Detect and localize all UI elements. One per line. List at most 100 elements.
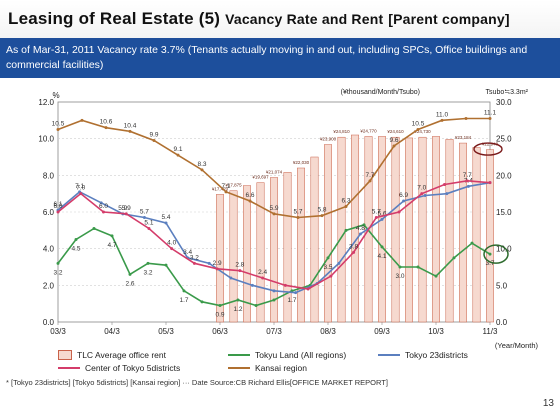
series-point-kansai [104, 126, 108, 130]
series-point-tokyo23 [466, 184, 470, 188]
series-point-tokyo5 [147, 227, 151, 230]
series-data-label: 7.0 [76, 185, 85, 192]
series-data-label: 6.6 [245, 192, 254, 199]
series-data-label: 7.0 [417, 185, 426, 192]
series-point-tokyo23 [99, 201, 103, 205]
x-tick-label: 04/3 [104, 327, 120, 336]
series-point-tokyo5 [397, 210, 401, 214]
rent-bar-label: ¥22,940 [482, 142, 499, 147]
y-left-tick-label: 6.0 [43, 208, 55, 217]
y-right-tick-label: 0.0 [496, 318, 508, 327]
series-point-tokyo23 [358, 232, 362, 236]
series-point-tokyo5 [192, 261, 196, 265]
series-data-label: 10.5 [412, 121, 425, 128]
y-left-tick-label: 8.0 [43, 171, 55, 180]
title-num: (5) [198, 9, 221, 28]
series-point-tokyu_land [434, 274, 438, 278]
series-data-label: 0.9 [215, 312, 224, 319]
x-tick-label: 06/3 [212, 327, 228, 336]
series-data-label: 2.6 [125, 280, 134, 287]
series-data-label: 3.2 [143, 269, 152, 276]
series-data-label: 9.1 [173, 146, 182, 153]
series-point-tokyo23 [445, 192, 449, 196]
series-data-label: 5.7 [372, 209, 381, 216]
rent-bar [459, 142, 467, 323]
series-data-label: 5.7 [293, 209, 302, 216]
series-point-tokyu_land [362, 223, 366, 227]
rent-bar [472, 147, 481, 323]
series-point-tokyo23 [207, 261, 211, 265]
series-point-tokyo23 [423, 194, 427, 197]
series-point-kansai [416, 128, 420, 131]
page-number: 13 [542, 398, 554, 409]
series-point-kansai [224, 190, 228, 194]
legend-label: Tokyu Land (All regions) [255, 350, 347, 360]
series-point-kansai [56, 128, 60, 131]
rent-bar [337, 136, 346, 323]
rent-bar-label: ¥24,610 [387, 129, 404, 134]
series-data-label: 7.7 [463, 172, 472, 179]
series-point-tokyo23 [142, 216, 146, 219]
rent-bar [391, 136, 400, 323]
series-point-kansai [80, 118, 84, 122]
legend-swatch [228, 354, 250, 356]
series-point-tokyo5 [420, 192, 424, 196]
series-data-label: 5.8 [317, 207, 326, 214]
series-data-label: 4.8 [356, 225, 365, 232]
rent-bar [405, 137, 413, 323]
rent-bar [324, 144, 332, 323]
series-point-tokyo5 [443, 183, 447, 186]
rent-bar [378, 136, 386, 323]
series-point-tokyo23 [229, 276, 233, 280]
series-data-label: 5.9 [118, 205, 127, 212]
series-data-label: 2.8 [235, 262, 244, 269]
series-point-tokyu_land [146, 261, 150, 265]
series-point-tokyo5 [374, 216, 378, 219]
series-point-kansai [152, 139, 156, 142]
series-data-label: 1.2 [233, 306, 242, 313]
series-point-kansai [344, 205, 348, 208]
series-data-label: 10.6 [100, 119, 113, 126]
rent-bar [486, 149, 494, 323]
y-right-tick-label: 5.0 [496, 281, 508, 290]
series-point-tokyo5 [329, 274, 333, 278]
series-data-label: 6.9 [399, 192, 408, 199]
series-data-label: 10.4 [124, 122, 137, 129]
series-point-tokyo23 [250, 283, 254, 287]
series-data-label: 8.3 [197, 161, 206, 168]
legend-item: Tokyu Land (All regions) [228, 350, 346, 360]
series-point-tokyo23 [164, 221, 168, 225]
series-point-tokyo5 [283, 283, 287, 287]
rent-bar-label: ¥21,074 [266, 170, 283, 175]
title-bracket: [Parent company] [388, 11, 510, 27]
y-left-tick-label: 0.0 [43, 318, 55, 327]
x-tick-label: 09/3 [374, 327, 390, 336]
legend-label: TLC Average office rent [77, 350, 166, 360]
page-title: Leasing of Real Estate (5) Vacancy Rate … [8, 9, 510, 29]
series-data-label: 1.7 [179, 297, 188, 304]
series-point-kansai [464, 117, 468, 120]
rent-bar-label: ¥17,875 [225, 183, 242, 188]
legend-swatch [58, 350, 72, 360]
series-point-tokyu_land [344, 228, 348, 232]
series-point-tokyu_land [218, 304, 222, 307]
series-data-label: 3.0 [395, 273, 404, 280]
series-point-tokyu_land [470, 241, 474, 245]
series-point-tokyo5 [124, 212, 128, 216]
series-point-tokyu_land [236, 298, 240, 302]
series-point-kansai [368, 179, 372, 183]
series-point-tokyo5 [238, 269, 242, 273]
series-data-label: 9.6 [389, 137, 398, 144]
series-data-label: 2.4 [258, 269, 267, 276]
series-point-tokyu_land [164, 263, 168, 267]
legend-item: Kansai region [228, 363, 307, 373]
series-point-tokyo5 [465, 179, 469, 183]
series-point-tokyu_land [416, 265, 420, 269]
x-tick-label: 07/3 [266, 327, 282, 336]
rent-bar-label: ¥17,420 [212, 186, 229, 191]
series-point-tokyo5 [79, 192, 83, 196]
legend-label: Tokyo 23districts [405, 350, 468, 360]
series-data-label: 3.2 [190, 254, 199, 261]
series-data-label: 3.7 [485, 260, 494, 267]
series-data-label: 11.1 [484, 110, 497, 117]
